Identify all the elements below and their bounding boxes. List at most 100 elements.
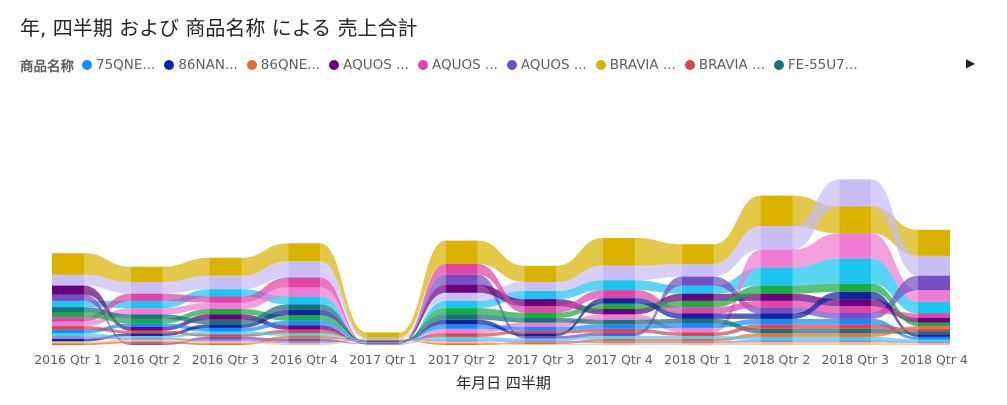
ribbon-band[interactable] [635, 343, 682, 345]
ribbon-band[interactable] [320, 287, 367, 345]
stack-segment[interactable] [130, 337, 163, 340]
ribbon-band[interactable] [241, 261, 289, 290]
stack-segment[interactable] [918, 339, 950, 342]
ribbon-band[interactable] [162, 323, 210, 332]
stack-segment[interactable] [918, 275, 950, 291]
ribbon-band[interactable] [792, 324, 840, 329]
stack-segment[interactable] [681, 300, 714, 308]
stack-segment[interactable] [366, 332, 399, 338]
stack-segment[interactable] [603, 324, 636, 329]
stack-segment[interactable] [839, 233, 872, 259]
stack-segment[interactable] [603, 303, 636, 309]
stack-segment[interactable] [681, 318, 714, 324]
stack-segment[interactable] [918, 290, 950, 302]
stack-segment[interactable] [366, 338, 399, 340]
ribbon-band[interactable] [84, 336, 131, 340]
ribbon-band[interactable] [792, 318, 840, 325]
stack-segment[interactable] [366, 340, 399, 342]
ribbon-band[interactable] [320, 243, 367, 338]
stack-segment[interactable] [209, 302, 242, 309]
ribbon-band[interactable] [320, 261, 367, 339]
stack-segment[interactable] [130, 300, 163, 309]
stack-segment[interactable] [209, 334, 242, 337]
stack-segment[interactable] [524, 318, 557, 323]
ribbon-band[interactable] [320, 339, 367, 344]
ribbon-band[interactable] [398, 274, 446, 345]
stack-segment[interactable] [445, 343, 478, 345]
ribbon-band[interactable] [635, 290, 682, 314]
ribbon-band[interactable] [398, 284, 446, 344]
stack-segment[interactable] [288, 277, 321, 288]
ribbon-band[interactable] [713, 342, 761, 345]
stack-segment[interactable] [366, 340, 399, 341]
stack-segment[interactable] [524, 282, 557, 291]
ribbon-band[interactable] [556, 336, 604, 341]
stack-segment[interactable] [52, 294, 84, 301]
stack-segment[interactable] [603, 338, 636, 342]
stack-segment[interactable] [366, 344, 399, 345]
ribbon-band[interactable] [477, 284, 525, 307]
ribbon-band[interactable] [477, 264, 525, 313]
stack-segment[interactable] [209, 319, 242, 325]
ribbon-band[interactable] [84, 333, 131, 338]
stack-segment[interactable] [760, 339, 793, 343]
stack-segment[interactable] [130, 323, 163, 327]
stack-segment[interactable] [603, 309, 636, 315]
ribbon-band[interactable] [792, 336, 840, 340]
ribbon-band[interactable] [398, 308, 446, 343]
stack-segment[interactable] [52, 321, 84, 327]
ribbon-band[interactable] [398, 314, 446, 342]
stack-segment[interactable] [445, 314, 478, 320]
stack-segment[interactable] [760, 293, 793, 301]
stack-segment[interactable] [130, 293, 163, 301]
stack-segment[interactable] [760, 300, 793, 308]
legend-item[interactable]: BRAVIA ... [595, 57, 676, 73]
ribbon-band[interactable] [635, 298, 682, 319]
stack-segment[interactable] [130, 339, 163, 342]
stack-segment[interactable] [209, 324, 242, 328]
ribbon-band[interactable] [477, 330, 525, 337]
stack-segment[interactable] [130, 333, 163, 336]
stack-segment[interactable] [760, 313, 793, 319]
ribbon-band[interactable] [477, 274, 525, 339]
stack-segment[interactable] [681, 336, 714, 339]
legend-item[interactable]: BRAVIA ... [684, 57, 765, 73]
stack-segment[interactable] [366, 343, 399, 345]
ribbon-band[interactable] [477, 308, 525, 318]
ribbon-band[interactable] [398, 340, 446, 345]
stack-segment[interactable] [445, 333, 478, 337]
stack-segment[interactable] [288, 333, 321, 336]
stack-segment[interactable] [52, 312, 84, 318]
ribbon-band[interactable] [556, 303, 604, 318]
stack-segment[interactable] [524, 342, 557, 345]
ribbon-band[interactable] [792, 258, 840, 286]
stack-segment[interactable] [130, 318, 163, 324]
stack-segment[interactable] [839, 324, 872, 329]
stack-segment[interactable] [130, 341, 163, 344]
stack-segment[interactable] [839, 336, 872, 340]
stack-segment[interactable] [681, 327, 714, 333]
stack-segment[interactable] [839, 299, 872, 307]
ribbon-band[interactable] [320, 336, 367, 341]
stack-segment[interactable] [918, 255, 950, 276]
ribbon-band[interactable] [635, 336, 682, 339]
stack-segment[interactable] [839, 342, 872, 345]
legend-item[interactable]: 86NAN... [164, 57, 238, 73]
stack-segment[interactable] [209, 327, 242, 332]
ribbon-band[interactable] [871, 342, 918, 345]
ribbon-band[interactable] [556, 237, 604, 282]
ribbon-band[interactable] [162, 331, 210, 338]
ribbon-band[interactable] [713, 313, 761, 319]
ribbon-band[interactable] [320, 304, 367, 342]
stack-segment[interactable] [445, 319, 478, 325]
ribbon-band[interactable] [241, 331, 289, 337]
ribbon-band[interactable] [792, 283, 840, 294]
legend-item[interactable]: 75QNE... [82, 57, 155, 73]
stack-segment[interactable] [288, 343, 321, 345]
stack-segment[interactable] [603, 332, 636, 336]
ribbon-band[interactable] [792, 333, 840, 337]
stack-segment[interactable] [366, 344, 399, 346]
stack-segment[interactable] [445, 292, 478, 301]
stack-segment[interactable] [366, 341, 399, 342]
stack-segment[interactable] [130, 327, 163, 331]
